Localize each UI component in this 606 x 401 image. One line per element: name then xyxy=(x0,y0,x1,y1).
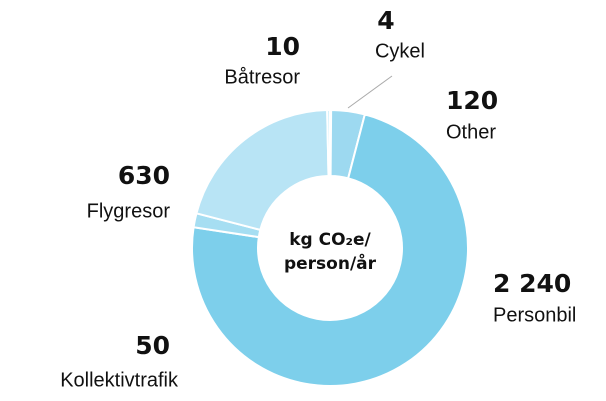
slice xyxy=(326,108,331,178)
value-label: 4 xyxy=(377,6,394,35)
slice xyxy=(195,109,330,232)
category-label: Cykel xyxy=(375,40,425,62)
category-label: Båtresor xyxy=(224,66,300,88)
center-label: kg CO₂e/ xyxy=(289,230,371,250)
value-label: 10 xyxy=(265,32,300,61)
center-label: person/år xyxy=(284,252,377,274)
value-label: 630 xyxy=(118,161,170,190)
category-label: Personbil xyxy=(493,304,576,326)
value-label: 2 240 xyxy=(493,269,571,298)
category-label: Other xyxy=(446,121,496,143)
category-label: Flygresor xyxy=(87,200,171,222)
leader-line xyxy=(347,75,393,109)
slice xyxy=(191,113,469,387)
value-label: 50 xyxy=(135,331,170,360)
value-label: 120 xyxy=(446,86,498,115)
category-label: Kollektivtrafik xyxy=(60,369,179,391)
